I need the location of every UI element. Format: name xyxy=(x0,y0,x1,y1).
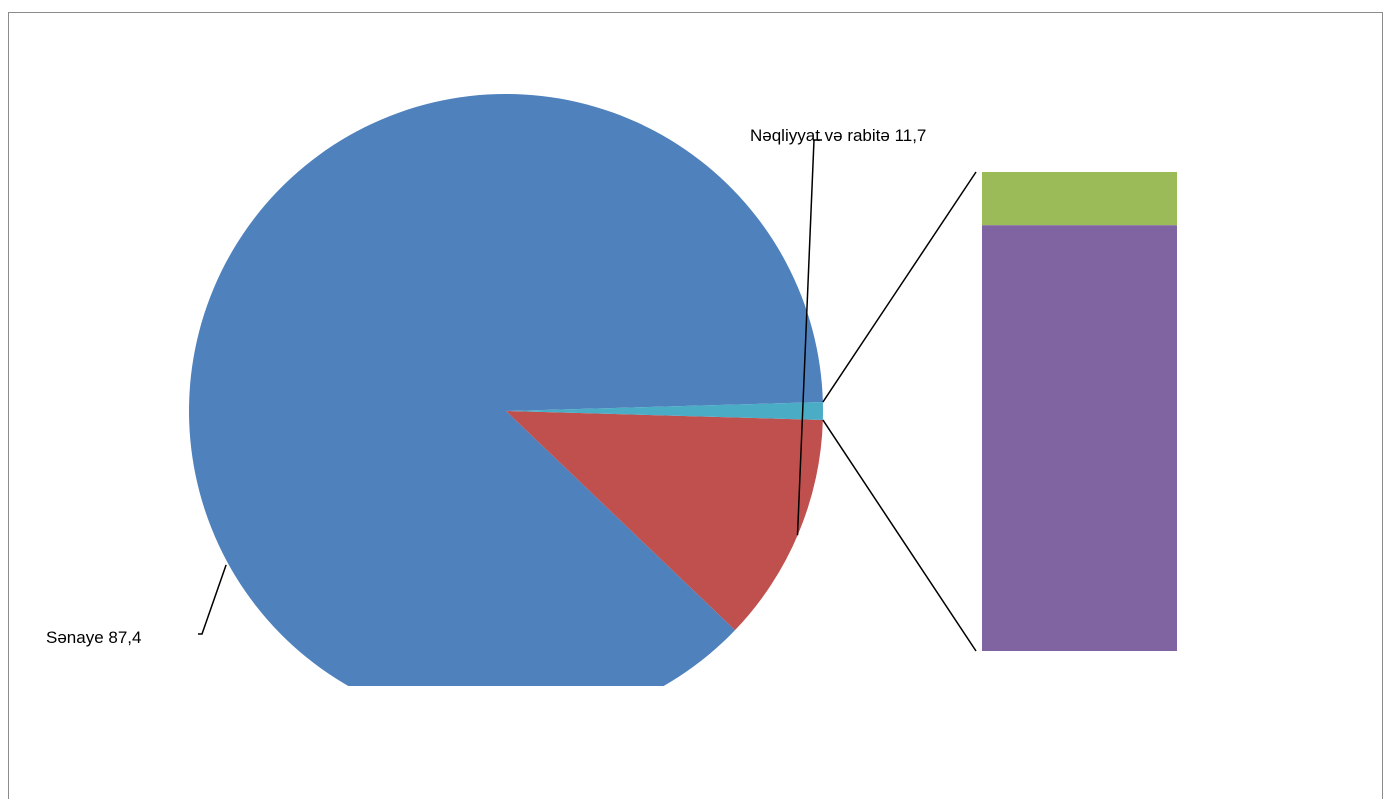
pie xyxy=(189,94,824,686)
leader-line-senaye xyxy=(198,564,227,635)
pie-slice-2 xyxy=(506,411,823,631)
data-label-neqliyyat: Nəqliyyat və rabitə 11,7 xyxy=(750,126,926,145)
connector-line-1 xyxy=(822,171,977,403)
pie-slice-1 xyxy=(189,94,823,686)
data-labels: Sənaye 87,4 Nəqliyyat və rabitə 11,7 xyxy=(46,126,926,647)
stacked-bar xyxy=(982,172,1177,651)
bar-segment-2 xyxy=(982,225,1177,651)
pie-slice-3 xyxy=(506,402,824,420)
connector-lines xyxy=(822,171,977,652)
leader-lines xyxy=(198,139,822,635)
data-label-senaye: Sənaye 87,4 xyxy=(46,628,141,647)
connector-line-2 xyxy=(822,419,977,652)
leader-line-neqliyyat xyxy=(796,139,822,536)
bar-segment-1 xyxy=(982,172,1177,226)
